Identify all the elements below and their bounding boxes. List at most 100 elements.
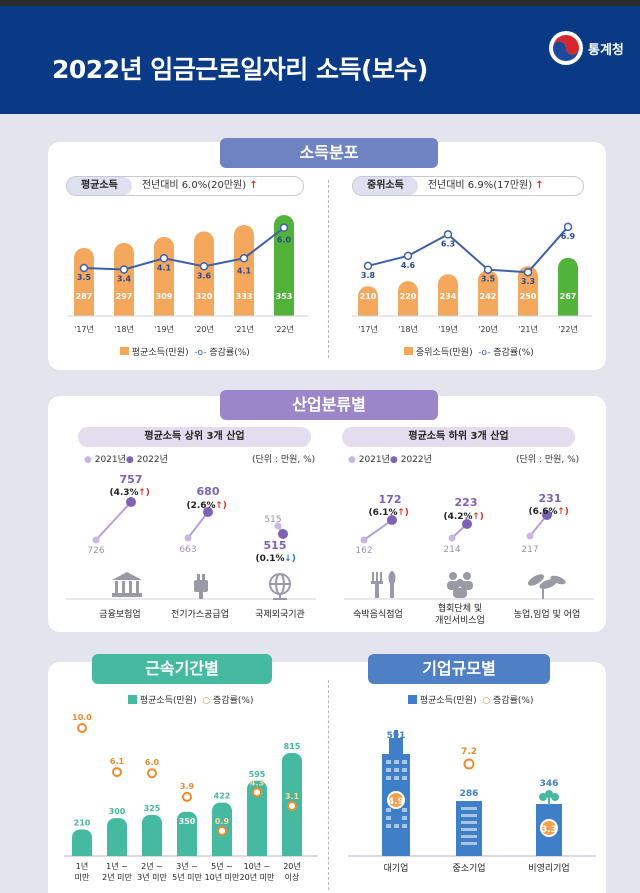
income-divider (328, 180, 329, 358)
median-year-label: '17년 (358, 324, 378, 334)
tenure-category-label: 5년 미만 (172, 872, 202, 882)
sme-rate: 7.2 (461, 747, 477, 757)
tenure-rate-label: 3.9 (180, 782, 195, 791)
tenure-bar-base (72, 848, 92, 856)
firmsize-legend-rate: 증감률(%) (493, 696, 534, 706)
mean-rate-label: 3.5 (77, 273, 92, 282)
tenure-category-label: 2년 ~ (141, 861, 163, 871)
mean-bar (234, 224, 254, 316)
mean-bar (274, 214, 294, 316)
median-income-chart: 210 '17년 220 '18년 234 '19년 242 '20년 250 '21년 267 '2… (352, 222, 592, 334)
median-rate-label: 4.6 (401, 261, 416, 270)
tenure-legend: 평균소득(만원) ○ 증감률(%) (128, 693, 253, 706)
tenure-value-label: 210 (74, 818, 91, 827)
header-banner (0, 6, 640, 114)
tenure-category-label: 1년 ~ (106, 861, 128, 871)
mean-income-pill: 평균소득 전년대비 6.0%(20만원) ↑ (66, 176, 304, 196)
mean-rate-label: 4.1 (237, 266, 252, 275)
association-label: 협회단체 및 개인서비스업 (420, 603, 500, 627)
tenure-rate-label: 3.1 (285, 792, 300, 801)
orange-square-icon (404, 347, 413, 355)
association-label-line2: 개인서비스업 (435, 616, 485, 626)
median-bar (518, 266, 538, 316)
globe-icon (269, 573, 291, 600)
mean-bar-base (194, 306, 214, 316)
intl-rate: (0.1% (255, 554, 284, 564)
up-arrow-icon: ↑) (557, 507, 569, 517)
up-arrow-icon: ↑) (138, 488, 150, 498)
top-bar (0, 0, 640, 6)
intl-2021: 515 (264, 515, 281, 525)
agriculture-2022: 231 (539, 492, 562, 505)
mean-legend-rate: 증감률(%) (209, 348, 250, 358)
mean-year-label: '17년 (74, 324, 94, 334)
mean-bar-base (74, 306, 94, 316)
tenure-category-label: 3년 ~ (176, 861, 198, 871)
association-2021: 214 (443, 545, 460, 555)
large-rate-marker (387, 791, 405, 809)
mean-year-label: '22년 (274, 324, 294, 334)
finance-label: 금융보험업 (99, 610, 141, 620)
finance-2021: 726 (87, 546, 104, 556)
mean-value-label: 320 (196, 292, 213, 301)
legend-2021-b: ● 2021년 (348, 455, 390, 465)
electric-rate: (2.6% (186, 501, 215, 511)
median-rate-point (363, 261, 373, 271)
mean-income-chart: 287 '17년 297 '18년 309 '19년 320 '20년 333 '21년 353 '2… (68, 214, 308, 334)
tenure-category-label: 5년 ~ (211, 861, 233, 871)
tenure-rate-marker (147, 768, 157, 779)
mean-value-label: 353 (276, 292, 293, 301)
tenure-rate-marker (112, 767, 122, 778)
legend-2021-label-b: 2021년 (358, 455, 390, 465)
finance-2022: 757 (120, 473, 143, 486)
industry-icons (66, 571, 594, 600)
large-value: 591 (387, 731, 406, 741)
legend-2022: ● 2022년 (126, 455, 168, 465)
median-bar-base (398, 306, 418, 316)
tenure-rate-marker (77, 723, 87, 733)
bottom-card (48, 662, 606, 893)
tenure-rate-label: 10.0 (72, 713, 92, 722)
large-label: 대기업 (384, 863, 409, 874)
agriculture-2021: 217 (521, 545, 538, 555)
median-value-label: 234 (440, 292, 457, 301)
down-arrow-icon: ↓) (284, 554, 296, 564)
nonprofit-rate: 3.3 (541, 825, 557, 835)
tenure-value-label: 325 (144, 804, 161, 813)
intl-2022: 515 (264, 539, 287, 552)
mean-year-label: '19년 (154, 324, 174, 334)
sme-label: 중소기업 (452, 863, 485, 874)
industry-slope-chart: 726 757 (4.3% ↑) 663 680 (2.6% ↑) 515 51… (87, 473, 569, 564)
median-bar-base (438, 306, 458, 316)
large-rate: 4.9 (388, 797, 404, 807)
median-rate-point (443, 230, 453, 239)
mean-rate-point (279, 223, 289, 232)
median-bar-base (518, 306, 538, 316)
mean-income-note: 전년대비 6.0%(20만원) (141, 180, 247, 191)
tenure-category-label: 2년 미만 (102, 872, 132, 882)
mean-rate-point (199, 262, 209, 271)
tenure-value-label: 422 (214, 792, 231, 801)
mean-bar (154, 236, 174, 316)
tenure-rate-marker (182, 791, 192, 802)
industry-unit: (단위 : 만원, %) (252, 455, 316, 465)
sme-value: 286 (460, 789, 479, 799)
mean-income-label: 평균소득 (67, 177, 132, 195)
median-year-label: '19년 (438, 324, 458, 334)
industry-unit-b: (단위 : 만원, %) (516, 455, 580, 465)
tenure-rate-label: 6.1 (110, 757, 125, 766)
mean-bar-base (274, 306, 294, 316)
mean-bar (114, 242, 134, 316)
median-rate-label: 6.9 (561, 232, 576, 241)
median-rate-line (367, 226, 569, 274)
mean-bar-base (114, 306, 134, 316)
median-bar-base (558, 306, 578, 316)
tenure-section-title: 근속기간별 (92, 654, 272, 684)
tenure-value-label: 300 (109, 807, 126, 816)
tenure-legend-bar: 평균소득(만원) (139, 696, 197, 706)
median-income-note: 전년대비 6.9%(17만원) (427, 180, 533, 191)
industry-finance: 726 757 (4.3% ↑) (87, 473, 149, 556)
electric-2021: 663 (179, 545, 196, 555)
mean-year-label: '20년 (194, 324, 214, 334)
tenure-category-label: 1년 (76, 861, 88, 871)
